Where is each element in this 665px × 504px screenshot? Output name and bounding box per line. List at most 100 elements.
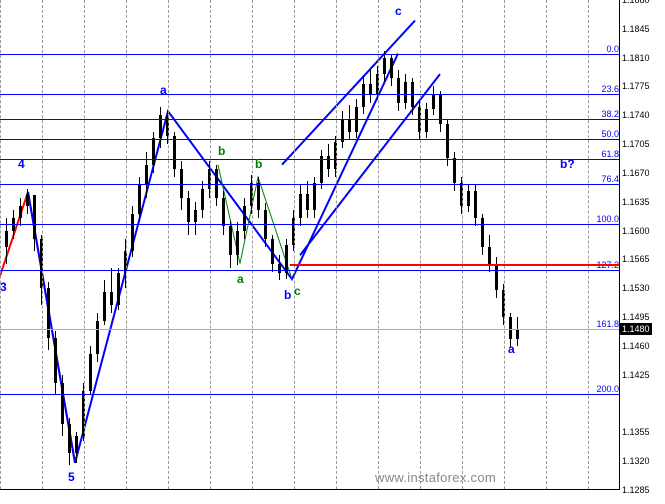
- vertical-gridline: [0, 0, 1, 489]
- vertical-gridline: [252, 0, 253, 489]
- candle-body: [481, 218, 484, 247]
- candle-body: [495, 264, 498, 290]
- y-tick-label: 1.1635: [622, 197, 650, 207]
- candle-body: [432, 95, 435, 109]
- candle-body: [474, 191, 477, 218]
- candle-body: [131, 214, 134, 251]
- candle-body: [173, 136, 176, 169]
- wave-line: [282, 21, 415, 165]
- candle-body: [404, 82, 407, 103]
- candle-body: [313, 183, 316, 210]
- vertical-gridline: [294, 0, 295, 489]
- watermark: www.instaforex.com: [375, 470, 496, 485]
- fib-label: 161.8: [596, 319, 619, 329]
- vertical-gridline: [546, 0, 547, 489]
- candle-body: [488, 247, 491, 263]
- vertical-gridline: [462, 0, 463, 489]
- y-tick-label: 1.1460: [622, 341, 650, 351]
- wave-label: b: [218, 144, 225, 158]
- candle-body: [117, 273, 120, 304]
- vertical-gridline: [42, 0, 43, 489]
- candle-body: [467, 191, 470, 206]
- candle-body: [397, 78, 400, 103]
- fib-line: [0, 94, 619, 95]
- candle-wick: [111, 268, 112, 313]
- candle-body: [446, 124, 449, 159]
- candle-body: [89, 354, 92, 391]
- vertical-gridline: [588, 0, 589, 489]
- candle-body: [33, 195, 36, 239]
- candle-body: [68, 424, 71, 453]
- candle-body: [236, 231, 239, 256]
- candle-body: [299, 194, 302, 219]
- red-support-line: [290, 264, 620, 266]
- y-tick-label: 1.1565: [622, 254, 650, 264]
- vertical-gridline: [84, 0, 85, 489]
- candle-body: [19, 206, 22, 218]
- current-price-box: 1.1480: [620, 323, 652, 335]
- y-tick-label: 1.1425: [622, 370, 650, 380]
- y-tick-label: 1.1775: [622, 81, 650, 91]
- y-tick-label: 1.1740: [622, 110, 650, 120]
- candle-body: [110, 292, 113, 304]
- candle-body: [320, 156, 323, 182]
- candle-body: [243, 206, 246, 231]
- fib-line: [0, 139, 619, 140]
- candle-body: [278, 264, 281, 274]
- candle-body: [103, 292, 106, 321]
- vertical-gridline: [420, 0, 421, 489]
- wave-label: 5: [68, 470, 75, 484]
- svg-overlay: [0, 0, 620, 490]
- candle-body: [5, 231, 8, 247]
- fib-label: 38.2: [601, 109, 619, 119]
- candle-body: [390, 58, 393, 79]
- candle-body: [194, 210, 197, 222]
- y-tick-label: 1.1530: [622, 283, 650, 293]
- plot-area: 0.023.638.250.061.876.4100.0127.2161.820…: [0, 0, 620, 490]
- vertical-gridline: [210, 0, 211, 489]
- y-tick-label: 1.1495: [622, 312, 650, 322]
- wave-label: 3: [0, 280, 7, 294]
- wave-label: b: [255, 157, 262, 171]
- y-tick-label: 1.1880: [622, 0, 650, 5]
- candle-body: [516, 329, 519, 339]
- wave-label: c: [294, 284, 301, 298]
- candle-body: [145, 165, 148, 186]
- candle-body: [138, 185, 141, 214]
- candle-body: [26, 194, 29, 206]
- fib-label: 23.6: [601, 84, 619, 94]
- fib-line: [0, 224, 619, 225]
- fib-label: 50.0: [601, 129, 619, 139]
- candle-body: [54, 338, 57, 383]
- wave-label: a: [237, 272, 244, 286]
- candle-body: [201, 189, 204, 210]
- chart-container: 0.023.638.250.061.876.4100.0127.2161.820…: [0, 0, 665, 504]
- wave-label: c: [395, 4, 402, 18]
- y-tick-label: 1.1355: [622, 427, 650, 437]
- y-tick-label: 1.1285: [622, 485, 650, 495]
- wave-label: b?: [560, 157, 575, 171]
- candle-body: [187, 198, 190, 223]
- candle-body: [271, 239, 274, 264]
- fib-line: [0, 184, 619, 185]
- y-tick-label: 1.1705: [622, 139, 650, 149]
- fib-line: [0, 119, 619, 120]
- candle-body: [152, 138, 155, 164]
- wave-label: b: [284, 288, 291, 302]
- y-axis: 1.18801.18451.18101.17751.17401.17051.16…: [620, 0, 665, 490]
- candle-body: [348, 119, 351, 131]
- vertical-gridline: [168, 0, 169, 489]
- candle-body: [306, 194, 309, 210]
- y-tick-label: 1.1845: [622, 24, 650, 34]
- wave-label: 4: [18, 157, 25, 171]
- vertical-gridline: [378, 0, 379, 489]
- fib-label: 61.8: [601, 149, 619, 159]
- candle-body: [383, 58, 386, 74]
- fib-line: [0, 159, 619, 160]
- candle-body: [96, 321, 99, 354]
- vertical-gridline: [504, 0, 505, 489]
- current-price-line: [0, 329, 619, 330]
- y-tick-label: 1.1670: [622, 168, 650, 178]
- candle-body: [257, 183, 260, 210]
- candle-body: [453, 158, 456, 183]
